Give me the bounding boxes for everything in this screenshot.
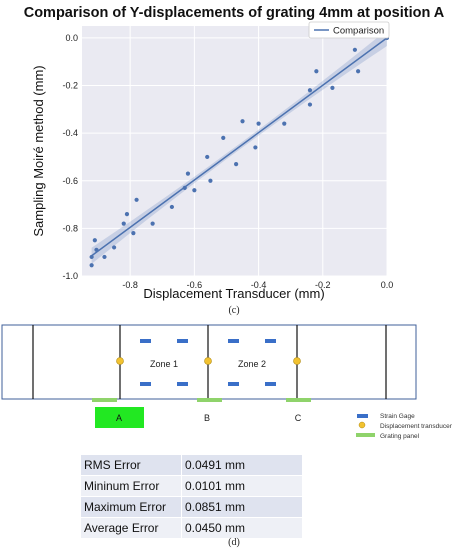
scatter-points — [89, 35, 390, 268]
row-value: 0.0101 mm — [181, 475, 303, 497]
data-point — [192, 188, 197, 193]
data-point — [240, 119, 245, 124]
data-point — [112, 245, 117, 250]
data-point — [253, 145, 258, 150]
position-c-label: C — [295, 413, 302, 423]
data-point — [150, 221, 155, 226]
x-tick-label: -0.4 — [251, 280, 267, 290]
strain-gage-swatch — [357, 414, 368, 418]
legend-box — [308, 21, 390, 39]
data-point — [282, 121, 287, 126]
y-tick-label: 0.0 — [65, 33, 78, 43]
y-tick-label: -0.4 — [62, 128, 78, 138]
data-point — [89, 263, 94, 268]
data-point — [124, 211, 130, 217]
data-point — [205, 154, 210, 160]
displacement-transducer — [293, 357, 301, 365]
displacement-transducer — [204, 357, 212, 365]
row-label: Maximum Error — [80, 496, 182, 518]
position-b-label: B — [204, 413, 210, 423]
row-label: Mininum Error — [80, 475, 182, 497]
legend-label: Comparison — [333, 26, 384, 37]
data-point — [208, 178, 213, 183]
regression-line — [91, 37, 388, 257]
y-axis-label: Sampling Moiré method (mm) — [31, 65, 46, 236]
data-point — [185, 171, 191, 176]
data-point — [131, 231, 136, 236]
data-point — [307, 102, 313, 107]
y-tick-label: -1.0 — [62, 271, 78, 281]
data-point — [92, 238, 97, 243]
x-tick-label: 0.0 — [381, 280, 394, 290]
x-tick-label: -0.2 — [315, 280, 331, 290]
legend-transducer: Displacement transducer — [380, 423, 453, 430]
data-point — [256, 121, 261, 126]
table-row: Mininum Error 0.0101 mm — [80, 475, 303, 497]
strain-gage — [265, 339, 276, 343]
data-point — [94, 247, 99, 252]
diagram-legend: Strain Gage Displacement transducer Grat… — [356, 413, 453, 440]
strain-gage — [228, 339, 239, 343]
position-a-label: A — [116, 413, 122, 423]
table-row: RMS Error 0.0491 mm — [80, 454, 303, 476]
data-point — [121, 221, 126, 226]
strain-gage — [140, 382, 151, 386]
chart-title: Comparison of Y-displacements of grating… — [24, 5, 445, 21]
row-value: 0.0491 mm — [181, 454, 303, 476]
x-axis-label: Displacement Transducer (mm) — [143, 286, 324, 301]
zone-2-label: Zone 2 — [238, 359, 266, 369]
strain-gage — [265, 382, 276, 386]
y-tick-labels: -1.0 -0.8 -0.6 -0.4 -0.2 0.0 — [62, 33, 78, 281]
y-tick-label: -0.6 — [62, 176, 78, 186]
zone-1-label: Zone 1 — [150, 359, 178, 369]
data-point — [352, 47, 357, 52]
data-point — [221, 135, 226, 141]
caption-d: (d) — [228, 537, 240, 548]
row-value: 0.0450 mm — [181, 517, 303, 539]
data-point — [182, 185, 187, 191]
fit-line — [91, 37, 388, 257]
grating-panel — [92, 398, 117, 402]
legend: Comparison — [308, 21, 390, 39]
data-point — [307, 88, 313, 93]
legend-grating: Grating panel — [380, 433, 420, 440]
row-label: Average Error — [80, 517, 182, 539]
data-point — [314, 69, 319, 74]
position-a-highlight — [95, 407, 144, 428]
y-tick-label: -0.8 — [62, 223, 78, 233]
x-tick-label: -0.8 — [122, 280, 138, 290]
data-point — [102, 254, 107, 260]
legend-strain-gage: Strain Gage — [380, 413, 415, 420]
table-row: Maximum Error 0.0851 mm — [80, 496, 303, 518]
row-value: 0.0851 mm — [181, 496, 303, 518]
data-point — [356, 69, 361, 74]
data-point — [330, 85, 335, 91]
y-tick-label: -0.2 — [62, 81, 78, 91]
data-point — [234, 161, 239, 167]
caption-c: (c) — [228, 305, 240, 316]
grating-panel — [197, 398, 222, 402]
displacement-transducer — [116, 357, 124, 365]
strain-gage — [228, 382, 239, 386]
data-point — [89, 254, 94, 260]
transducer-swatch — [358, 421, 366, 429]
table-row: Average Error 0.0450 mm — [80, 517, 303, 539]
data-point — [169, 204, 174, 210]
grating-swatch — [356, 433, 375, 437]
strain-gage — [140, 339, 151, 343]
grating-panel — [286, 398, 311, 402]
comparison-chart: Comparison of Y-displacements of grating… — [24, 5, 445, 301]
strain-gage-diagram: Zone 1 Zone 2 A B C Strain Gage Displace… — [1, 324, 453, 440]
error-table: RMS Error 0.0491 mm Mininum Error 0.0101… — [80, 454, 303, 539]
data-point — [134, 197, 139, 202]
x-tick-label: -0.6 — [187, 280, 203, 290]
strain-gage — [177, 382, 188, 386]
strain-gage — [177, 339, 188, 343]
row-label: RMS Error — [80, 454, 182, 476]
x-tick-labels: -0.8 -0.6 -0.4 -0.2 0.0 — [122, 280, 393, 290]
